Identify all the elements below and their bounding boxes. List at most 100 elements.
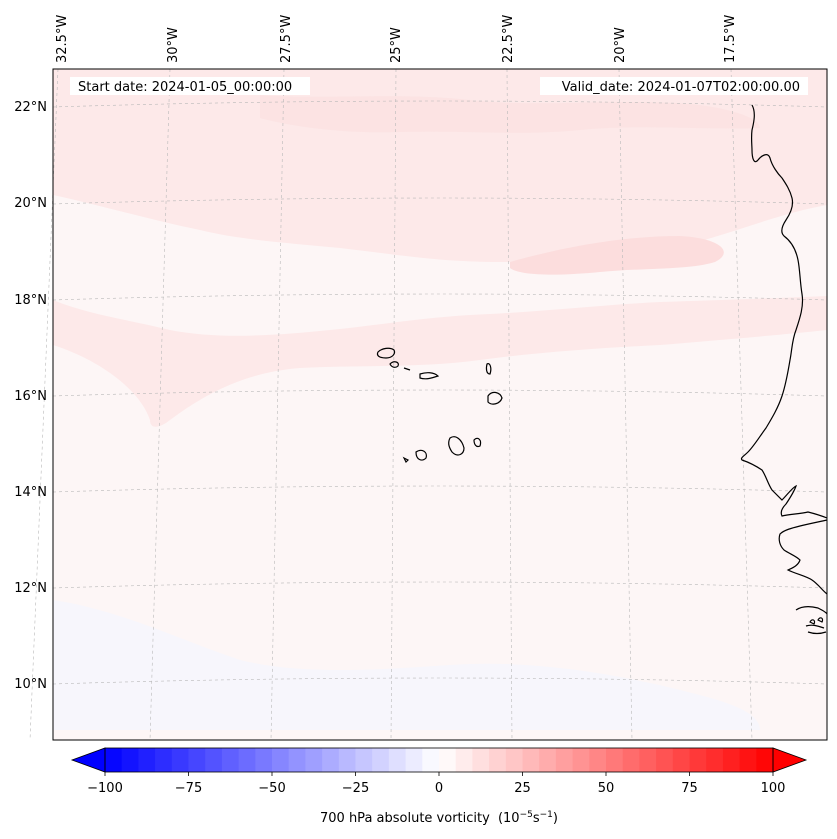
colorbar-cell [388,748,407,772]
colorbar-cell [188,748,206,772]
lat-label: 16°N [14,389,47,404]
coastlines [376,104,828,635]
colorbar-cell [722,748,741,772]
colorbar-units-exp1: −5 [520,810,533,820]
colorbar-cell [288,748,306,772]
colorbar-units-prefix: (10 [498,811,520,826]
colorbar-cell [455,748,473,772]
colorbar-cell [672,748,691,772]
cape-verde-brava [402,456,410,464]
colorbar-tick-label: −75 [175,781,202,796]
colorbar-cell [272,748,290,772]
parallel-10n [52,677,828,685]
graticule [29,68,828,741]
colorbar-cells [105,748,774,772]
colorbar-cell [422,748,440,772]
colorbar-cell [505,748,524,772]
colorbar-tick-label: −25 [342,781,369,796]
colorbar-cell [472,748,490,772]
parallel-18n [52,293,828,301]
colorbar-cell [606,748,624,772]
valid-date-label: Valid_date: 2024-01-07T02:00:00.00 [562,80,800,95]
colorbar-cell [689,748,707,772]
colorbar-cell [489,748,507,772]
vorticity-weak-negative-south [53,600,760,730]
meridian-27-5w [270,68,285,741]
lat-label: 14°N [14,485,47,500]
longitude-labels: 32.5°W 30°W 27.5°W 25°W 22.5°W 20°W 17.5… [55,15,738,63]
parallel-14n [52,485,828,493]
bijagos-islands [809,617,824,625]
colorbar-cell [522,748,540,772]
colorbar-units-exp2: −1 [540,810,553,820]
lon-label: 27.5°W [279,15,294,63]
colorbar-cell [255,748,273,772]
start-date-box [70,77,310,95]
colorbar-ticks: −100 −75 −50 −25 0 25 50 75 100 [87,772,785,796]
parallel-16n [52,389,828,397]
cape-verde-santiago [448,436,465,456]
colorbar-cell [756,748,774,772]
colorbar-cell [138,748,156,772]
colorbar-cell [372,748,390,772]
cape-verde-fogo [415,449,427,461]
cape-verde-santa-luzia [403,367,411,371]
west-africa-coastline [740,104,828,519]
colorbar-variable: 700 hPa absolute vorticity [320,811,490,826]
cape-verde-boa-vista [487,391,503,405]
start-date-label: Start date: 2024-01-05_00:00:00 [78,80,292,95]
colorbar-cell [589,748,607,772]
vorticity-max-east [510,236,724,275]
colorbar-units-mid: s [533,811,540,826]
colorbar-cell [338,748,357,772]
meridian-25w [390,68,397,741]
colorbar-tick-label: 0 [435,781,443,796]
colorbar-cell [238,748,256,772]
lon-label: 22.5°W [501,15,516,63]
meridian-20w [618,68,633,741]
colorbar-tick-label: 50 [598,781,615,796]
colorbar-tick-label: −100 [87,781,123,796]
lat-label: 18°N [14,293,47,308]
parallel-22n [52,100,828,108]
colorbar-extend-high [772,747,808,773]
lon-label: 20°W [613,27,628,63]
meridian-22-5w [506,68,513,741]
colorbar-cell [221,748,240,772]
lon-label: 17.5°W [723,15,738,63]
map-panel: Start date: 2024-01-05_00:00:00 Valid_da… [29,68,828,741]
colorbar-extend-low [70,747,106,773]
lat-label: 12°N [14,581,47,596]
colorbar-cell [572,748,590,772]
colorbar-tick-label: 75 [681,781,698,796]
colorbar-cell [706,748,724,772]
colorbar-cell [539,748,557,772]
meridian-32-5w [29,68,59,741]
cape-verde-sao-vicente [389,361,399,368]
lon-label: 30°W [166,27,181,63]
senegal-gambia-coast [778,519,828,595]
latitude-labels: 22°N 20°N 18°N 16°N 14°N 12°N 10°N [14,100,47,692]
colorbar-cell [121,748,139,772]
colorbar-cell [555,748,574,772]
colorbar-label: 700 hPa absolute vorticity (10−5s−1) [320,810,558,826]
colorbar-cell [639,748,657,772]
colorbar-cell [322,748,340,772]
cape-verde-sao-nicolau [419,372,440,380]
colorbar-cell [171,748,190,772]
colorbar-cell [205,748,223,772]
colorbar-cell [105,748,123,772]
valid-date-box [540,77,808,95]
colorbar-cell [439,748,457,772]
lat-label: 10°N [14,677,47,692]
vorticity-field [53,69,827,730]
lat-label: 20°N [14,196,47,211]
vorticity-band-north-inner [260,95,760,133]
cape-verde-maio [473,437,482,448]
colorbar-cell [355,748,373,772]
colorbar-cell [155,748,173,772]
colorbar-cell [305,748,323,772]
cape-verde-sal [485,363,492,375]
vorticity-band-mid [53,296,827,427]
parallel-20n [52,197,828,205]
